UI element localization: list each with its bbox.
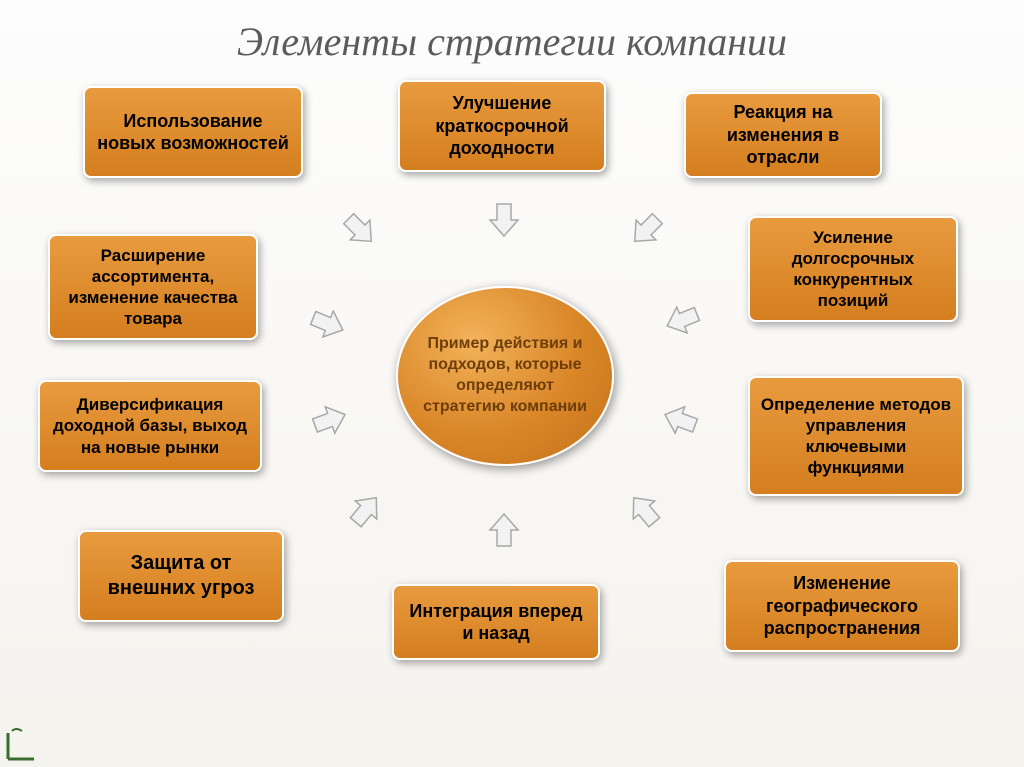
center-hub-text: Пример действия и подходов, которые опре… [418, 334, 592, 417]
arrow-diversification [304, 394, 355, 445]
strategy-element-methods: Определение методов управления ключевыми… [748, 376, 964, 496]
arrow-integration [484, 510, 524, 550]
strategy-element-label: Интеграция вперед и назад [404, 600, 588, 645]
arrow-assortment [302, 298, 354, 350]
center-hub: Пример действия и подходов, которые опре… [396, 286, 614, 466]
arrow-methods [654, 394, 705, 445]
arrow-short-term-profit [484, 200, 524, 240]
corner-decoration [6, 721, 46, 761]
strategy-element-competitive-position: Усиление долгосрочных конкурентных позиц… [748, 216, 958, 322]
strategy-element-geographic: Изменение географического распространени… [724, 560, 960, 652]
strategy-element-label: Расширение ассортимента, изменение качес… [60, 245, 246, 330]
strategy-element-label: Улучшение краткосрочной доходности [410, 92, 594, 160]
strategy-element-short-term-profit: Улучшение краткосрочной доходности [398, 80, 606, 172]
strategy-element-label: Определение методов управления ключевыми… [760, 394, 952, 479]
arrow-threats [338, 482, 394, 538]
arrow-new-opportunities [332, 202, 389, 259]
slide-title: Элементы стратегии компании [0, 18, 1024, 65]
strategy-element-assortment: Расширение ассортимента, изменение качес… [48, 234, 258, 340]
strategy-element-diversification: Диверсификация доходной базы, выход на н… [38, 380, 262, 472]
strategy-element-label: Диверсификация доходной базы, выход на н… [50, 394, 250, 458]
strategy-element-label: Использование новых возможностей [95, 110, 291, 155]
strategy-element-new-opportunities: Использование новых возможностей [83, 86, 303, 178]
strategy-element-threats: Защита от внешних угроз [78, 530, 284, 622]
strategy-element-industry-reaction: Реакция на изменения в отрасли [684, 92, 882, 178]
arrow-geographic [616, 482, 672, 538]
strategy-element-label: Усиление долгосрочных конкурентных позиц… [760, 227, 946, 312]
arrow-industry-reaction [618, 202, 675, 259]
strategy-element-label: Защита от внешних угроз [90, 551, 272, 601]
strategy-element-label: Реакция на изменения в отрасли [696, 101, 870, 169]
arrow-competitive-position [656, 294, 708, 346]
strategy-element-label: Изменение географического распространени… [736, 572, 948, 640]
strategy-element-integration: Интеграция вперед и назад [392, 584, 600, 660]
